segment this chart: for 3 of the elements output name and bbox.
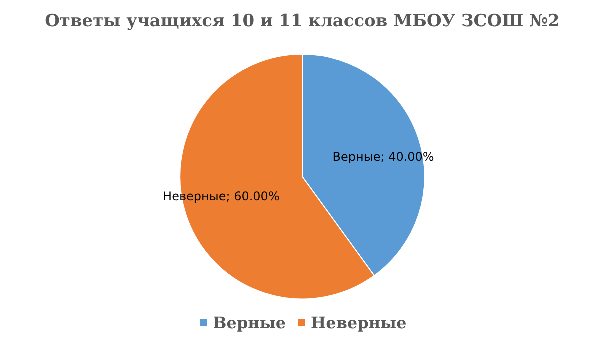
chart-title: Ответы учащихся 10 и 11 классов МБОУ ЗСОШ №2 [45, 12, 560, 32]
legend-label: Верные [213, 314, 286, 332]
legend-label: Неверные [311, 314, 407, 332]
